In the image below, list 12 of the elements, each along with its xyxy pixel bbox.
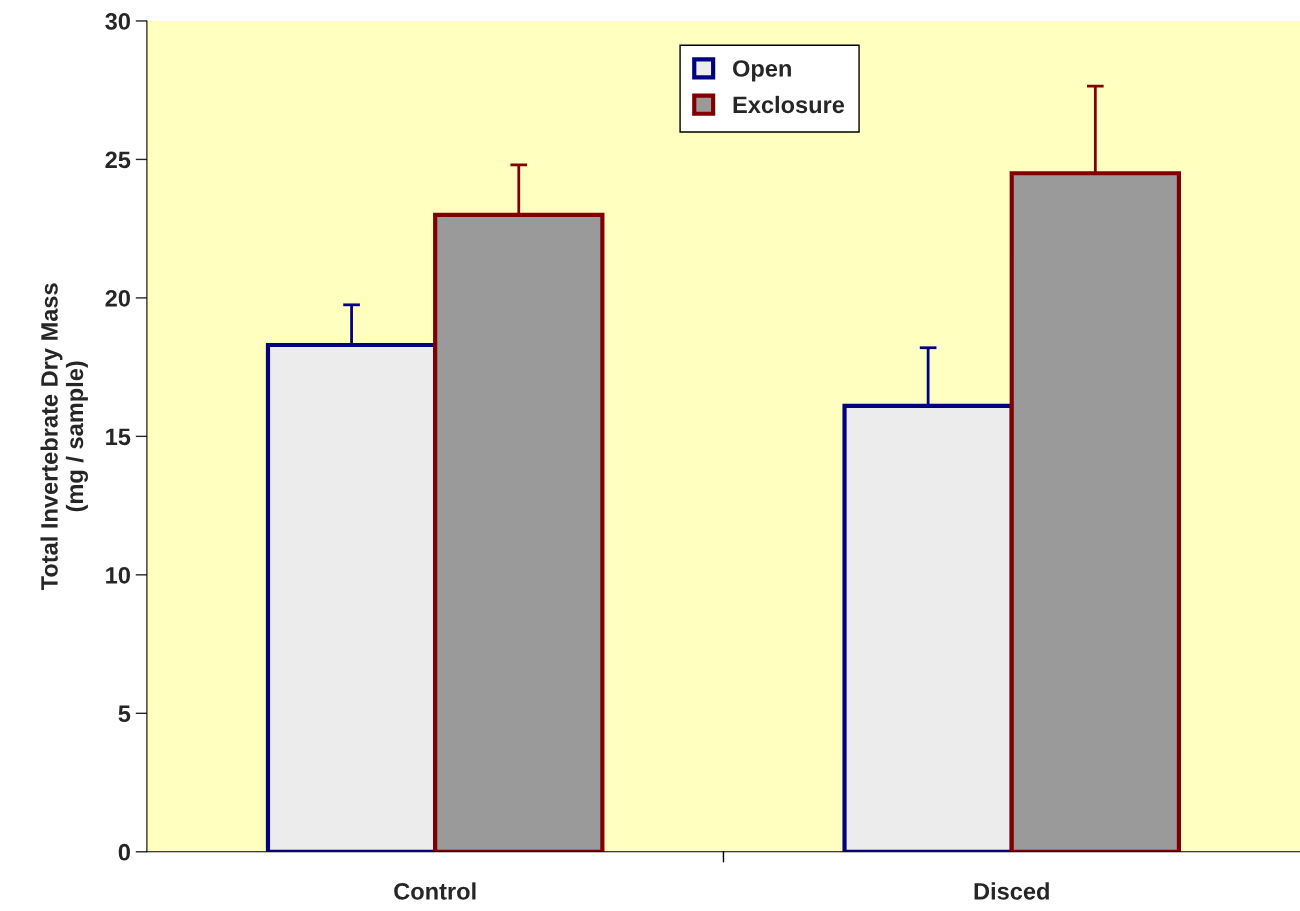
x-tick-label: Control	[394, 882, 476, 900]
y-tick-label: 10	[106, 566, 130, 584]
y-tick-label: 20	[105, 289, 130, 307]
y-axis-title: Total Invertebrate Dry Mass (mg / sample)	[40, 283, 88, 591]
legend-label: Exclosure	[733, 95, 845, 114]
y-tick-label: 0	[118, 843, 130, 861]
legend-label: Open	[733, 60, 791, 82]
y-tick-label: 30	[105, 13, 130, 30]
y-tick-label: 15	[106, 428, 131, 446]
y-tick-label: 5	[118, 705, 131, 723]
x-tick-label: Disced	[974, 882, 1049, 900]
y-tick-label: 25	[105, 151, 131, 169]
